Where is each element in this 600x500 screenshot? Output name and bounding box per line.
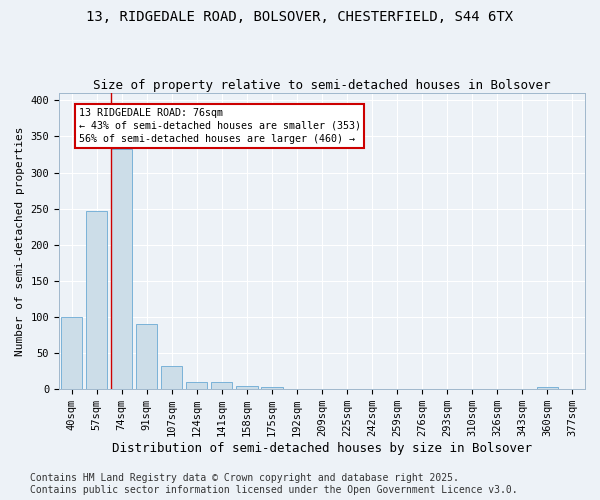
X-axis label: Distribution of semi-detached houses by size in Bolsover: Distribution of semi-detached houses by … bbox=[112, 442, 532, 455]
Title: Size of property relative to semi-detached houses in Bolsover: Size of property relative to semi-detach… bbox=[93, 79, 551, 92]
Bar bbox=[261, 387, 283, 389]
Bar bbox=[236, 386, 257, 389]
Bar bbox=[136, 324, 157, 389]
Bar bbox=[161, 366, 182, 389]
Text: 13 RIDGEDALE ROAD: 76sqm
← 43% of semi-detached houses are smaller (353)
56% of : 13 RIDGEDALE ROAD: 76sqm ← 43% of semi-d… bbox=[79, 108, 361, 144]
Bar bbox=[111, 149, 132, 389]
Text: Contains HM Land Registry data © Crown copyright and database right 2025.
Contai: Contains HM Land Registry data © Crown c… bbox=[30, 474, 518, 495]
Text: 13, RIDGEDALE ROAD, BOLSOVER, CHESTERFIELD, S44 6TX: 13, RIDGEDALE ROAD, BOLSOVER, CHESTERFIE… bbox=[86, 10, 514, 24]
Bar bbox=[537, 387, 558, 389]
Bar bbox=[186, 382, 208, 389]
Y-axis label: Number of semi-detached properties: Number of semi-detached properties bbox=[15, 126, 25, 356]
Bar bbox=[86, 211, 107, 389]
Bar bbox=[61, 317, 82, 389]
Bar bbox=[211, 382, 232, 389]
